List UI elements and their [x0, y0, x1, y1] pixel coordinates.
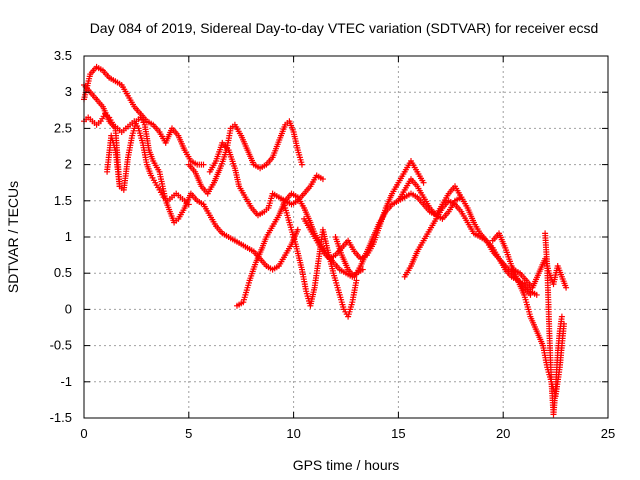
y-tick-label: 0.5	[54, 265, 72, 280]
series-sat-track-2	[81, 82, 301, 273]
marker-path	[81, 110, 192, 208]
series-sat-track-8	[280, 197, 360, 320]
x-tick-label: 5	[185, 426, 192, 441]
marker-path	[81, 82, 301, 273]
x-tick-label: 15	[391, 426, 405, 441]
x-tick-label: 0	[80, 426, 87, 441]
series-sat-track-13	[489, 230, 567, 400]
y-tick-label: -0.5	[50, 338, 72, 353]
y-tick-label: 3.5	[54, 48, 72, 63]
series-sat-track-15	[542, 230, 565, 418]
grid-lines	[84, 56, 608, 418]
y-tick-label: -1.5	[50, 410, 72, 425]
marker-path	[185, 118, 305, 197]
series-sat-track-4	[104, 132, 123, 190]
marker-path	[401, 197, 534, 298]
y-tick-label: -1	[60, 374, 72, 389]
axis-ticks: 0 5 10 15 20 25 -1.5 -1 -0.5 0 0.5 1 1.5 2 2.5 3 3.5	[50, 48, 616, 441]
x-axis-label: GPS time / hours	[293, 457, 400, 473]
y-tick-label: 2	[65, 157, 72, 172]
marker-path	[301, 158, 427, 262]
x-tick-label: 20	[496, 426, 510, 441]
marker-path	[280, 197, 360, 320]
marker-path	[104, 132, 123, 190]
series-sat-track-6	[206, 139, 326, 219]
x-tick-label: 25	[601, 426, 615, 441]
chart-title: Day 084 of 2019, Sidereal Day-to-day VTE…	[90, 20, 599, 36]
y-tick-label: 1.5	[54, 193, 72, 208]
series-sat-track-9	[301, 158, 427, 262]
marker-path	[332, 190, 465, 280]
data-points	[81, 63, 570, 418]
y-tick-label: 1	[65, 229, 72, 244]
marker-path	[542, 230, 565, 418]
y-tick-label: 3	[65, 84, 72, 99]
series-sat-track-10	[332, 190, 465, 280]
series-sat-track-5	[185, 118, 305, 197]
series-sat-track-3	[81, 110, 192, 208]
y-tick-label: 2.5	[54, 120, 72, 135]
marker-path	[489, 230, 567, 400]
y-tick-label: 0	[65, 301, 72, 316]
y-axis-label: SDTVAR / TECUs	[5, 181, 21, 293]
marker-path	[206, 139, 326, 219]
x-tick-label: 10	[286, 426, 300, 441]
series-sat-track-12	[401, 197, 534, 298]
